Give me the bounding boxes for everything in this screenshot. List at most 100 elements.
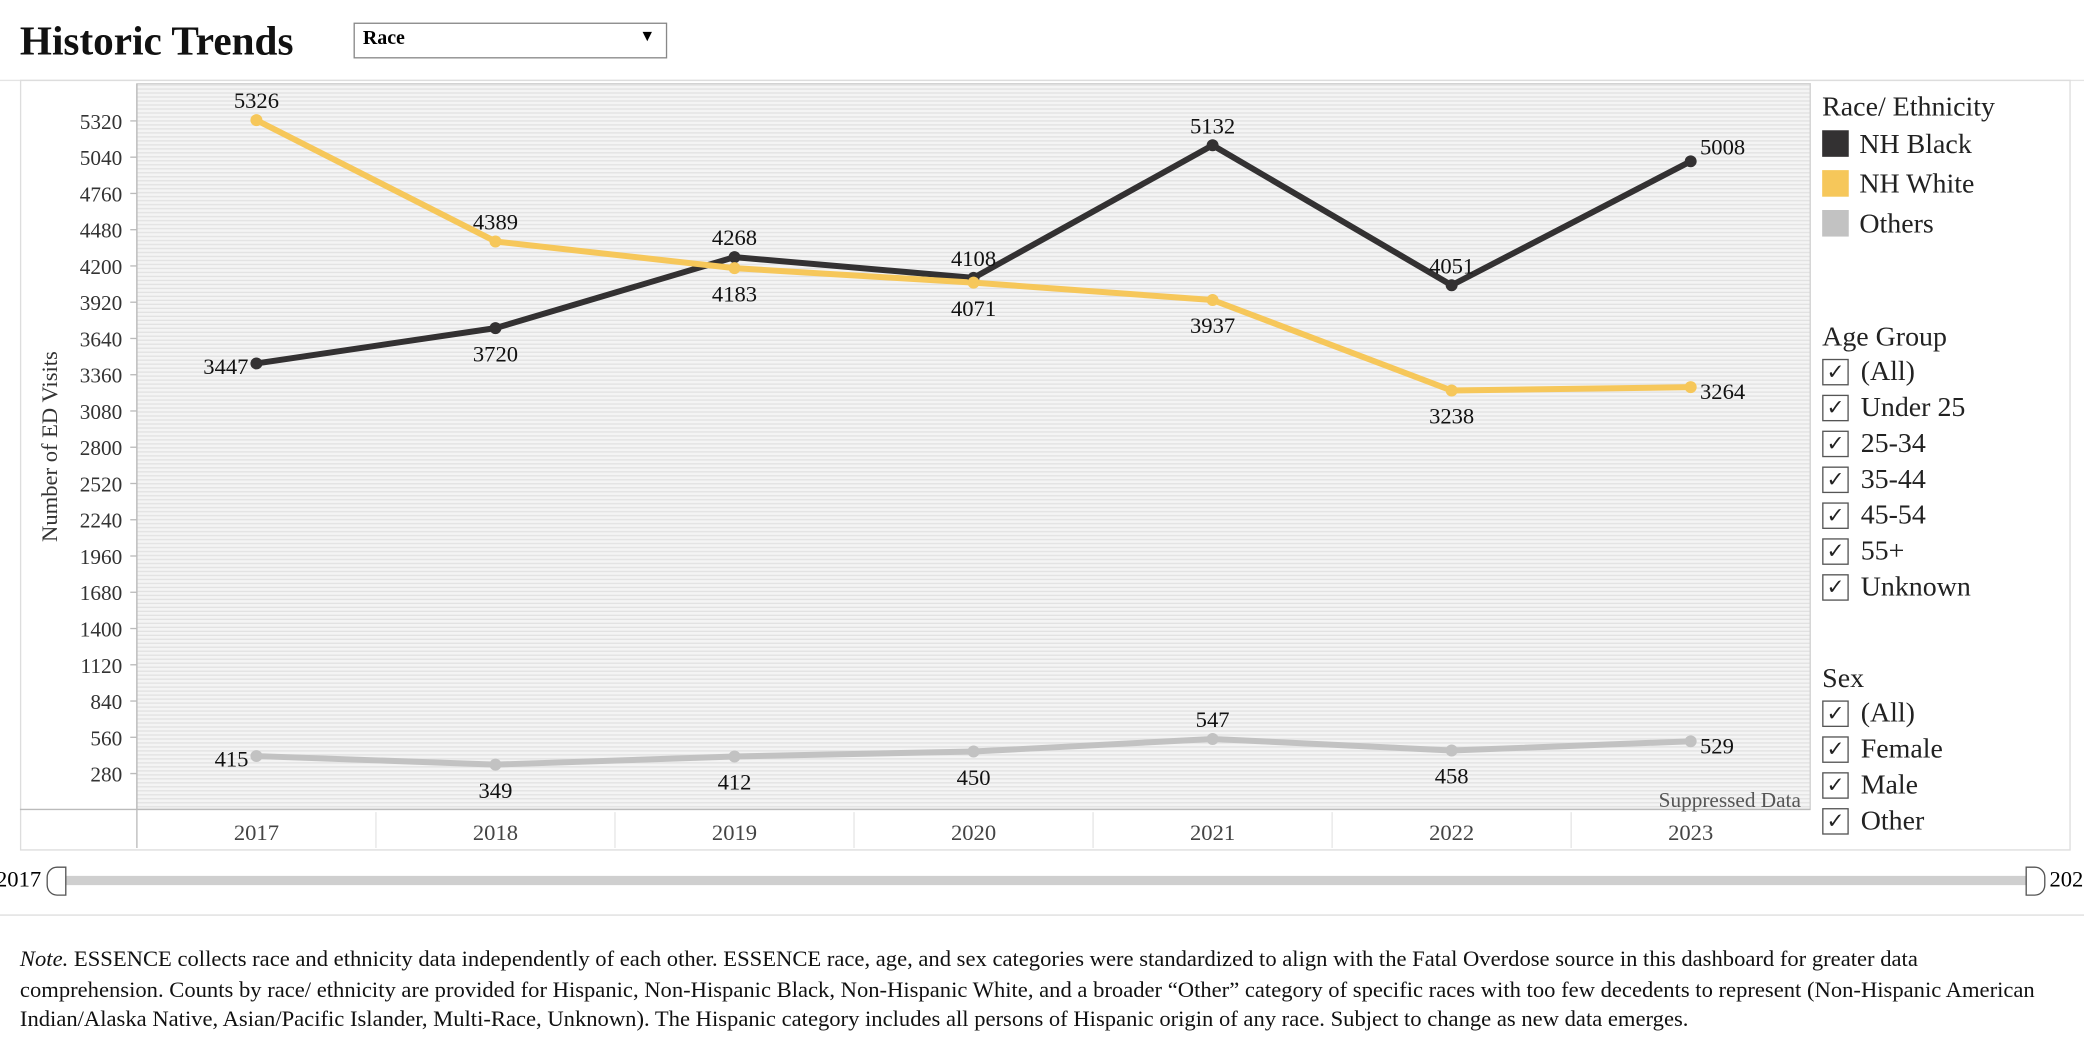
data-label: 3720 <box>473 341 518 366</box>
data-point <box>728 251 741 264</box>
y-tick-label: 2240 <box>80 509 123 533</box>
checkbox[interactable]: ✓ <box>1822 501 1849 529</box>
y-tick-label: 840 <box>90 690 122 714</box>
checkbox[interactable]: ✓ <box>1822 771 1849 799</box>
sex-filter: Sex ✓ (All) ✓ Female ✓ Male ✓ Other <box>1822 662 1943 839</box>
data-point <box>1684 381 1697 394</box>
checkbox[interactable]: ✓ <box>1822 429 1849 457</box>
legend-swatch <box>1822 209 1849 237</box>
dropdown-value: Race <box>362 27 405 50</box>
data-point <box>728 750 741 763</box>
data-label: 3238 <box>1429 404 1474 429</box>
filter-option[interactable]: ✓ 45-54 <box>1822 497 1971 533</box>
y-tick-label: 5040 <box>80 146 123 170</box>
filter-option[interactable]: ✓ 55+ <box>1822 533 1971 569</box>
dropdown[interactable]: Race ▼ <box>353 22 668 59</box>
page-title: Historic Trends <box>19 17 294 64</box>
data-label: 349 <box>479 778 513 803</box>
data-point <box>489 235 502 248</box>
filter-option[interactable]: ✓ 25-34 <box>1822 425 1971 461</box>
legend-swatch <box>1822 130 1849 157</box>
y-tick-label: 2800 <box>80 436 123 460</box>
y-tick-label: 4760 <box>80 182 123 206</box>
data-point <box>967 276 980 289</box>
legend-entry: Others <box>1822 203 1995 243</box>
plot-area <box>136 83 1811 811</box>
data-label: 5132 <box>1190 113 1235 138</box>
filter-option[interactable]: ✓ Female <box>1822 731 1943 767</box>
filter-option[interactable]: ✓ (All) <box>1822 695 1943 731</box>
data-point <box>489 322 502 335</box>
option-label: (All) <box>1860 354 1915 387</box>
y-tick-label: 3920 <box>80 291 123 315</box>
checkbox[interactable]: ✓ <box>1822 465 1849 493</box>
filter-option[interactable]: ✓ Other <box>1822 803 1943 839</box>
y-axis-label: Number of ED Visits <box>37 351 62 542</box>
slider-end: 2023 <box>2049 866 2084 892</box>
data-point <box>1684 735 1697 748</box>
data-point <box>250 114 263 127</box>
data-label: 4183 <box>712 281 757 306</box>
option-label: 35-44 <box>1860 462 1926 495</box>
y-tick-label: 560 <box>90 726 122 750</box>
dropdown-arrow: ▼ <box>639 26 656 46</box>
x-tick-label: 2017 <box>234 820 279 845</box>
option-label: Unknown <box>1860 570 1971 603</box>
y-tick-label: 1120 <box>81 654 123 678</box>
note: Note. ESSENCE collects race and ethnicit… <box>0 914 2084 1056</box>
x-tick-label: 2022 <box>1429 820 1474 845</box>
legend-items: NH Black NH White Others <box>1822 124 1995 244</box>
filter-title: Age Group <box>1822 320 1947 353</box>
data-label: 5326 <box>234 88 279 113</box>
checkbox[interactable]: ✓ <box>1822 735 1849 763</box>
data-label: 547 <box>1196 707 1230 732</box>
checkbox[interactable]: ✓ <box>1822 699 1849 727</box>
checkbox[interactable]: ✓ <box>1822 358 1849 385</box>
data-label: 3447 <box>203 354 248 379</box>
y-tick-label: 3080 <box>80 400 123 424</box>
filter-title: Sex <box>1822 661 1865 694</box>
filter-option[interactable]: ✓ 35-44 <box>1822 461 1971 497</box>
filter-option[interactable]: ✓ Under 25 <box>1822 389 1971 425</box>
checkbox[interactable]: ✓ <box>1822 537 1849 565</box>
slider-track <box>59 875 2037 886</box>
data-label: 450 <box>957 765 991 790</box>
chart: Number of ED Visits Suppressed Data 280 5… <box>19 83 1811 848</box>
x-tick-label: 2020 <box>951 820 996 845</box>
y-tick-label: 280 <box>90 763 122 787</box>
y-tick-label: 4200 <box>80 255 123 279</box>
x-tick-label: 2023 <box>1668 820 1713 845</box>
filter-option[interactable]: ✓ (All) <box>1822 354 1971 390</box>
y-tick-label: 1680 <box>80 581 123 605</box>
year-slider[interactable]: 2017 2023 <box>0 861 2084 901</box>
filter-option[interactable]: ✓ Unknown <box>1822 569 1971 605</box>
checkbox[interactable]: ✓ <box>1822 394 1849 421</box>
option-label: Under 25 <box>1860 390 1966 423</box>
data-label: 4108 <box>951 246 996 271</box>
data-point <box>1445 279 1458 292</box>
y-tick-label: 3360 <box>80 364 123 388</box>
x-tick-label: 2018 <box>473 820 518 845</box>
slider-handle[interactable] <box>2025 866 2046 896</box>
filter-option[interactable]: ✓ Male <box>1822 767 1943 803</box>
legend-label: NH Black <box>1859 126 1972 159</box>
legend-entry: NH White <box>1822 163 1995 203</box>
data-point <box>1684 155 1697 168</box>
checkbox[interactable]: ✓ <box>1822 573 1849 601</box>
option-label: 45-54 <box>1860 498 1926 531</box>
filter-options: ✓ (All) ✓ Female ✓ Male ✓ Other <box>1822 695 1943 839</box>
option-label: Male <box>1860 768 1919 801</box>
legend-label: Others <box>1859 206 1934 239</box>
checkbox[interactable]: ✓ <box>1822 807 1849 834</box>
data-label: 4051 <box>1429 253 1474 278</box>
legend-label: NH White <box>1859 166 1975 199</box>
data-label: 3264 <box>1700 379 1745 404</box>
slider-handle[interactable] <box>46 866 67 896</box>
y-tick-label: 1960 <box>80 545 123 569</box>
legend: Race/ Ethnicity NH Black NH White Others <box>1822 90 1995 243</box>
data-label: 4268 <box>712 225 757 250</box>
legend-swatch <box>1822 170 1849 197</box>
note-label: Note. <box>19 946 69 972</box>
data-label: 4071 <box>951 296 996 321</box>
